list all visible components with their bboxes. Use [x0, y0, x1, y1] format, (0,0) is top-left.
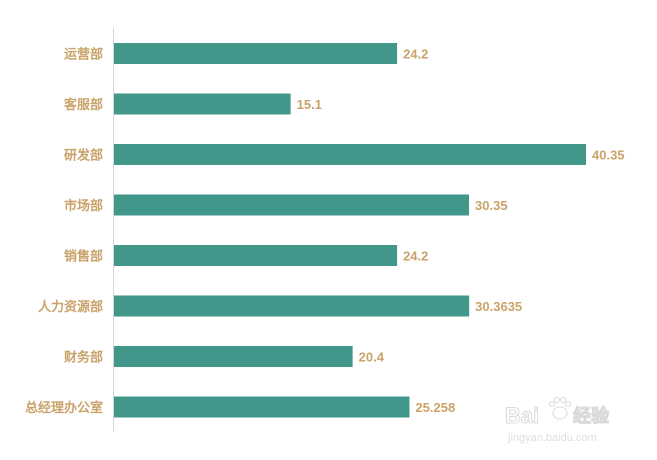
category-label-3: 市场部: [64, 198, 103, 214]
baidu-jingyan-watermark: Bai 经验 jingyan.baidu.com: [505, 397, 610, 444]
category-label-4: 销售部: [64, 249, 103, 265]
bar-3: [114, 194, 470, 216]
watermark-url: jingyan.baidu.com: [507, 432, 597, 444]
value-label-0: 24.2: [403, 47, 428, 62]
bar-0: [114, 43, 398, 64]
value-label-6: 20.4: [359, 350, 385, 365]
value-label-7: 25.258: [415, 400, 455, 415]
bar-6: [114, 346, 353, 367]
value-label-1: 15.1: [297, 97, 322, 112]
value-label-4: 24.2: [403, 249, 428, 264]
value-labels: 24.2 15.1 40.35 30.35 24.2 30.3635 20.4 25.258: [297, 47, 625, 416]
watermark-brand: Bai: [505, 403, 539, 428]
paw-icon: [549, 397, 571, 420]
bars-layer: [114, 43, 586, 418]
bar-5: [114, 295, 470, 317]
bar-4: [114, 245, 398, 266]
value-label-5: 30.3635: [475, 299, 522, 314]
category-label-2: 研发部: [64, 148, 103, 164]
bar-1: [114, 93, 291, 115]
watermark-brand-cn: 经验: [573, 405, 610, 426]
category-label-0: 运营部: [64, 47, 103, 63]
value-label-3: 30.35: [475, 198, 508, 213]
value-label-2: 40.35: [592, 148, 625, 163]
category-label-6: 财务部: [64, 350, 103, 366]
bar-7: [114, 396, 410, 418]
bar-2: [114, 144, 586, 165]
category-label-1: 客服部: [64, 97, 103, 113]
category-label-5: 人力资源部: [38, 299, 103, 315]
category-label-7: 总经理办公室: [25, 400, 103, 416]
